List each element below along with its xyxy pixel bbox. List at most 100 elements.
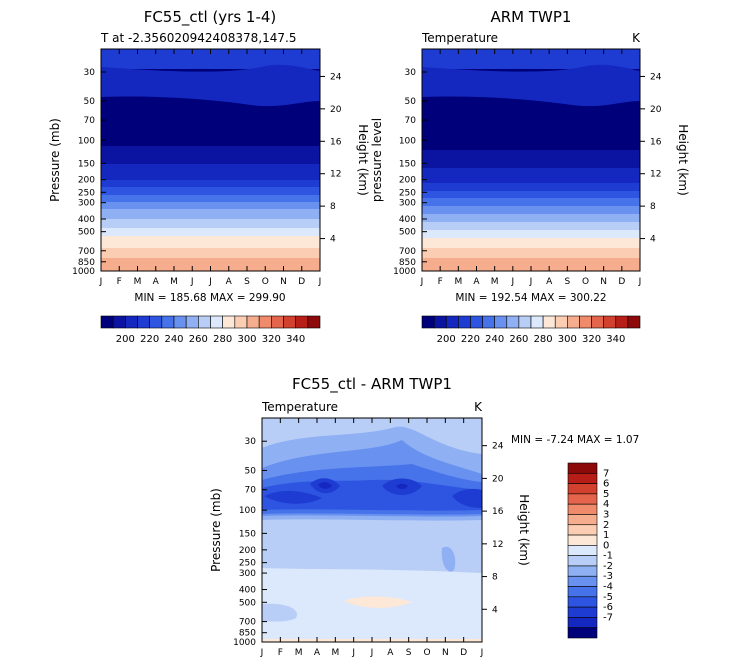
colorbar-swatch	[579, 315, 592, 329]
y-tick-label: 500	[239, 598, 256, 608]
y-tick-label: 300	[78, 199, 95, 209]
y-tick-label: 200	[78, 176, 95, 186]
colorbar-label: 280	[534, 334, 553, 345]
panel1-field	[101, 49, 320, 271]
x-tick-label: A	[226, 277, 233, 287]
colorbar-label: 340	[606, 334, 625, 345]
y-tick-label: 50	[84, 97, 96, 107]
panel1-title: FC55_ctl (yrs 1-4)	[144, 8, 277, 27]
y-tick-label: 400	[78, 215, 95, 225]
panel2-subtitle: Temperature	[421, 31, 498, 45]
y-tick-label: 400	[399, 215, 416, 225]
panel1-colorbar: 200 220 240 260 280 300 320 340	[100, 315, 321, 345]
colorbar-label: 4	[603, 499, 609, 510]
x-tick-label: J	[638, 277, 642, 287]
panel2-colorbar: 200 220 240 260 280 300 320 340	[421, 315, 641, 345]
x-tick-label: J	[318, 277, 322, 287]
y-tick-label: 50	[405, 97, 417, 107]
colorbar-swatch	[567, 565, 598, 577]
y-tick-label: 250	[399, 188, 416, 198]
y-tick-label: 150	[399, 159, 416, 169]
field-band	[422, 160, 640, 168]
field-band	[101, 228, 320, 236]
colorbar-label: 320	[582, 334, 601, 345]
y-tick-label: 70	[84, 116, 96, 126]
y2-tick-label: 12	[330, 170, 341, 180]
field-band	[422, 222, 640, 230]
y-tick-label: 200	[399, 176, 416, 186]
y2-tick-label: 4	[330, 235, 336, 245]
x-tick-label: N	[442, 648, 449, 658]
colorbar-swatch	[530, 315, 544, 329]
x-tick-label: A	[314, 648, 321, 658]
colorbar-label: 340	[286, 334, 305, 345]
field-band	[422, 238, 640, 248]
colorbar-swatch	[567, 586, 598, 598]
panel3-units: K	[474, 400, 483, 414]
colorbar-label: 260	[509, 334, 528, 345]
colorbar-label: -2	[603, 561, 613, 572]
colorbar-label: 320	[262, 334, 281, 345]
colorbar-label: 300	[237, 334, 256, 345]
panel3-ylabel: Pressure (mb)	[209, 488, 223, 572]
panel2-field	[422, 49, 640, 271]
x-tick-label: J	[370, 648, 374, 658]
colorbar-label: 0	[603, 540, 609, 551]
y-tick-label: 500	[78, 228, 95, 238]
panel3-subtitle: Temperature	[261, 400, 338, 414]
y-tick-label: 850	[239, 629, 256, 639]
colorbar-swatch	[567, 555, 598, 567]
y2-tick-label: 24	[330, 72, 342, 82]
y-tick-label: 400	[239, 586, 256, 596]
colorbar-label: -5	[603, 592, 613, 603]
field-band	[422, 183, 640, 191]
field-band	[101, 236, 320, 248]
colorbar-label: 220	[140, 334, 159, 345]
x-tick-label: M	[454, 277, 462, 287]
field-band	[422, 176, 640, 183]
colorbar-swatch	[567, 617, 598, 629]
field-band	[422, 198, 640, 206]
field-region	[396, 483, 408, 489]
panel3-field	[262, 418, 482, 642]
x-tick-label: J	[529, 277, 533, 287]
y2-tick-label: 12	[650, 170, 661, 180]
colorbar-swatch	[100, 315, 114, 329]
field-band	[422, 206, 640, 214]
y2-tick-label: 24	[650, 72, 662, 82]
y2-tick-label: 20	[492, 474, 504, 484]
field-band	[422, 168, 640, 176]
field-band	[422, 154, 640, 160]
colorbar-label: -4	[603, 582, 613, 593]
y-tick-label: 150	[239, 529, 256, 539]
y-tick-label: 700	[78, 247, 95, 257]
y2-tick-label: 12	[492, 540, 503, 550]
colorbar-label: 200	[116, 334, 135, 345]
y-tick-label: 700	[239, 618, 256, 628]
y2-tick-label: 16	[492, 507, 504, 517]
field-region	[318, 482, 332, 489]
x-tick-label: O	[582, 277, 589, 287]
colorbar-swatch	[307, 315, 321, 329]
panel1-ticks: J F M A M J J A S O N D J305070100150200250300400500…	[72, 49, 342, 287]
colorbar-swatch	[445, 315, 459, 329]
colorbar-swatch	[295, 315, 309, 329]
y2-tick-label: 4	[492, 605, 498, 615]
x-tick-label: A	[473, 277, 480, 287]
colorbar-swatch	[567, 493, 598, 505]
colorbar-label: -1	[603, 551, 613, 562]
y-tick-label: 250	[78, 188, 95, 198]
field-region	[452, 488, 482, 508]
colorbar-swatch	[112, 315, 126, 329]
colorbar-swatch	[185, 315, 199, 329]
y-tick-label: 1000	[393, 267, 416, 277]
field-band	[422, 191, 640, 198]
x-tick-label: M	[295, 648, 303, 658]
colorbar-swatch	[246, 315, 260, 329]
colorbar-label: -6	[603, 602, 613, 613]
x-tick-label: A	[153, 277, 160, 287]
colorbar-swatch	[283, 315, 296, 329]
y2-tick-label: 8	[650, 202, 656, 212]
